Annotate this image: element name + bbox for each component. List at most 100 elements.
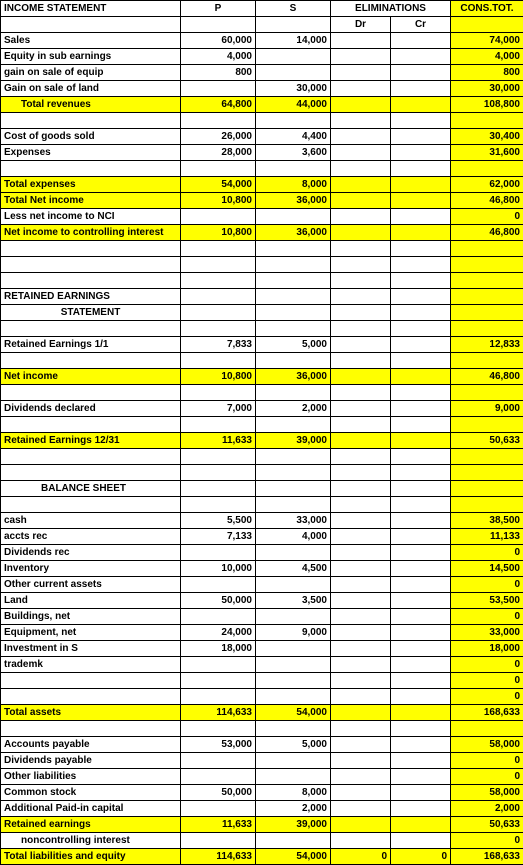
table-row: Dividends payable0: [1, 753, 523, 769]
table-row: Inventory10,0004,50014,500: [1, 561, 523, 577]
table-row: Dividends declared7,0002,0009,000: [1, 401, 523, 417]
row-value: [181, 81, 256, 97]
table-row: RETAINED EARNINGS: [1, 289, 523, 305]
table-row: Expenses28,0003,60031,600: [1, 145, 523, 161]
row-value: 4,000: [451, 49, 523, 65]
row-value: [256, 641, 331, 657]
row-value: 0: [451, 769, 523, 785]
row-value: [331, 49, 391, 65]
row-value: [391, 689, 451, 705]
table-row: Other current assets0: [1, 577, 523, 593]
table-row: gain on sale of equip800800: [1, 65, 523, 81]
row-value: [331, 145, 391, 161]
row-value: [181, 833, 256, 849]
row-value: [391, 737, 451, 753]
row-value: [181, 673, 256, 689]
row-value: 2,000: [256, 401, 331, 417]
col-cons: CONS.TOT.: [451, 1, 523, 17]
row-label: Buildings, net: [1, 609, 181, 625]
table-row: Sales60,00014,00074,000: [1, 33, 523, 49]
row-value: 4,000: [256, 529, 331, 545]
row-value: [391, 193, 451, 209]
row-value: [181, 209, 256, 225]
row-value: [391, 513, 451, 529]
table-row: Gain on sale of land30,00030,000: [1, 81, 523, 97]
row-value: [331, 609, 391, 625]
table-row: STATEMENT: [1, 305, 523, 321]
row-value: [331, 65, 391, 81]
table-row: [1, 497, 523, 513]
col-p: P: [181, 1, 256, 17]
table-row: Retained Earnings 12/3111,63339,00050,63…: [1, 433, 523, 449]
table-row: 0: [1, 673, 523, 689]
row-label: Total revenues: [1, 97, 181, 113]
row-value: [181, 577, 256, 593]
col-s: S: [256, 1, 331, 17]
row-value: 46,800: [451, 369, 523, 385]
row-value: [391, 369, 451, 385]
row-value: 3,600: [256, 145, 331, 161]
row-value: [331, 97, 391, 113]
table-row: Total Net income10,80036,00046,800: [1, 193, 523, 209]
row-value: 26,000: [181, 129, 256, 145]
row-value: [391, 97, 451, 113]
row-label: Dividends payable: [1, 753, 181, 769]
row-value: [391, 785, 451, 801]
row-value: 800: [181, 65, 256, 81]
row-value: [331, 801, 391, 817]
table-row: Total revenues64,80044,000108,800: [1, 97, 523, 113]
row-value: 36,000: [256, 225, 331, 241]
row-value: [391, 49, 451, 65]
table-row: Other liabilities 0: [1, 769, 523, 785]
row-value: [331, 433, 391, 449]
row-value: [391, 593, 451, 609]
row-label: Net income: [1, 369, 181, 385]
col-cr: Cr: [391, 17, 451, 33]
table-row: Accounts payable53,0005,00058,000: [1, 737, 523, 753]
row-label: Other liabilities: [1, 769, 181, 785]
row-value: [256, 609, 331, 625]
row-value: 108,800: [451, 97, 523, 113]
row-value: [331, 129, 391, 145]
row-value: 58,000: [451, 785, 523, 801]
row-value: [391, 177, 451, 193]
row-value: 14,500: [451, 561, 523, 577]
row-label: Investment in S: [1, 641, 181, 657]
table-row: Total liabilities and equity114,63354,00…: [1, 849, 523, 865]
row-value: [331, 209, 391, 225]
row-value: 64,800: [181, 97, 256, 113]
row-value: 18,000: [181, 641, 256, 657]
row-label: [1, 689, 181, 705]
table-row: Net income10,80036,00046,800: [1, 369, 523, 385]
row-value: 53,500: [451, 593, 523, 609]
row-value: 50,000: [181, 785, 256, 801]
row-label: Sales: [1, 33, 181, 49]
row-value: 0: [391, 849, 451, 865]
row-value: 10,800: [181, 225, 256, 241]
table-row: accts rec7,1334,00011,133: [1, 529, 523, 545]
row-value: [256, 49, 331, 65]
row-value: 7,133: [181, 529, 256, 545]
row-value: 39,000: [256, 817, 331, 833]
row-value: [391, 145, 451, 161]
row-label: Accounts payable: [1, 737, 181, 753]
row-label: Land: [1, 593, 181, 609]
row-value: 9,000: [451, 401, 523, 417]
row-label: Less net income to NCI: [1, 209, 181, 225]
row-value: 0: [451, 673, 523, 689]
table-row: Cost of goods sold26,0004,40030,400: [1, 129, 523, 145]
title-cell: INCOME STATEMENT: [1, 1, 181, 17]
row-value: [391, 225, 451, 241]
row-value: 54,000: [181, 177, 256, 193]
row-value: [391, 577, 451, 593]
header-row-2: Dr Cr: [1, 17, 523, 33]
row-value: [331, 737, 391, 753]
row-value: 5,000: [256, 737, 331, 753]
row-value: 0: [451, 657, 523, 673]
row-value: [391, 817, 451, 833]
row-label: Equipment, net: [1, 625, 181, 641]
row-value: 0: [451, 609, 523, 625]
row-label: Gain on sale of land: [1, 81, 181, 97]
financial-table: INCOME STATEMENT P S ELIMINATIONS CONS.T…: [0, 0, 523, 865]
row-value: 7,000: [181, 401, 256, 417]
